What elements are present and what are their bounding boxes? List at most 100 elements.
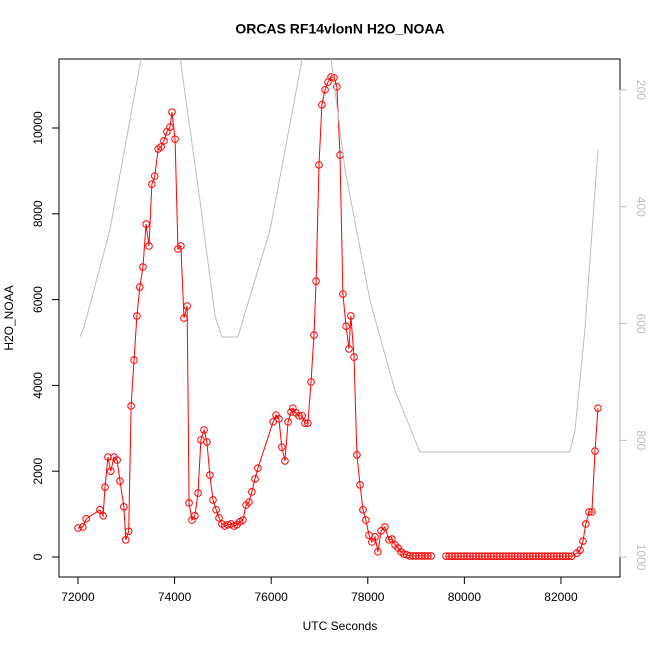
point bbox=[523, 552, 531, 560]
point bbox=[136, 283, 144, 291]
x-tick-label: 80000 bbox=[448, 590, 482, 604]
point bbox=[499, 552, 507, 560]
point bbox=[469, 552, 477, 560]
point bbox=[514, 552, 522, 560]
point bbox=[251, 475, 259, 483]
point bbox=[562, 552, 570, 560]
point bbox=[301, 419, 309, 427]
point bbox=[121, 536, 130, 544]
point bbox=[284, 418, 292, 426]
point bbox=[295, 412, 303, 420]
point bbox=[550, 552, 558, 560]
point bbox=[203, 438, 211, 446]
point bbox=[353, 451, 361, 459]
point bbox=[200, 426, 208, 434]
point bbox=[127, 402, 135, 410]
point bbox=[74, 524, 82, 532]
point bbox=[148, 180, 156, 188]
x-tick-label: 82000 bbox=[544, 590, 578, 604]
point bbox=[388, 535, 396, 543]
point bbox=[538, 552, 546, 560]
point bbox=[484, 552, 492, 560]
point bbox=[171, 135, 179, 143]
point bbox=[460, 552, 468, 560]
point bbox=[594, 404, 602, 412]
point bbox=[215, 514, 223, 522]
point bbox=[451, 552, 459, 560]
y-tick-label: 8000 bbox=[31, 200, 45, 227]
point bbox=[345, 345, 353, 353]
point bbox=[579, 537, 587, 545]
point bbox=[556, 552, 564, 560]
point bbox=[424, 552, 432, 560]
point bbox=[356, 481, 364, 489]
point bbox=[544, 552, 552, 560]
point bbox=[113, 456, 121, 464]
point bbox=[342, 322, 350, 330]
point bbox=[79, 523, 87, 531]
y-tick-label: 10000 bbox=[31, 111, 45, 145]
point bbox=[133, 312, 141, 320]
point bbox=[493, 552, 501, 560]
point bbox=[321, 86, 329, 94]
point bbox=[248, 487, 256, 496]
point bbox=[529, 552, 537, 560]
point bbox=[362, 516, 370, 524]
point bbox=[269, 418, 277, 426]
point bbox=[472, 552, 480, 560]
point bbox=[157, 143, 165, 151]
y2-tick-label: 600 bbox=[634, 314, 648, 334]
point bbox=[591, 447, 599, 455]
point bbox=[481, 552, 489, 560]
point bbox=[541, 552, 549, 560]
point bbox=[209, 496, 217, 504]
point bbox=[101, 483, 109, 491]
point bbox=[588, 508, 596, 516]
point bbox=[454, 552, 462, 560]
point bbox=[177, 242, 185, 250]
y-tick-label: 0 bbox=[31, 553, 45, 560]
point bbox=[180, 314, 188, 322]
y2-tick-label: 200 bbox=[634, 80, 648, 100]
point bbox=[116, 477, 124, 485]
point bbox=[307, 378, 315, 386]
point bbox=[124, 527, 133, 536]
point bbox=[532, 552, 540, 560]
point bbox=[212, 506, 220, 514]
y2-tick-label: 400 bbox=[634, 197, 648, 217]
point bbox=[350, 353, 358, 361]
point bbox=[333, 83, 341, 91]
point bbox=[553, 552, 561, 560]
point bbox=[415, 552, 423, 560]
point bbox=[478, 552, 486, 560]
y-axis-label: H2O_NOAA bbox=[2, 285, 16, 350]
point bbox=[96, 506, 104, 514]
point bbox=[275, 415, 283, 423]
point bbox=[490, 552, 498, 560]
point bbox=[576, 546, 584, 554]
chart-title: ORCAS RF14vlonN H2O_NOAA bbox=[235, 21, 444, 37]
point bbox=[318, 101, 326, 109]
point bbox=[183, 302, 191, 310]
y-tick-label: 4000 bbox=[31, 372, 45, 399]
point bbox=[381, 523, 389, 531]
point bbox=[517, 552, 525, 560]
point bbox=[457, 552, 465, 560]
point bbox=[371, 533, 379, 541]
point bbox=[442, 552, 450, 560]
point bbox=[339, 290, 347, 298]
point bbox=[547, 552, 555, 560]
point bbox=[377, 527, 385, 535]
point bbox=[406, 552, 414, 560]
y2-tick-label: 800 bbox=[634, 430, 648, 450]
x-tick-label: 72000 bbox=[61, 590, 95, 604]
point bbox=[511, 552, 519, 560]
point bbox=[287, 408, 295, 416]
point bbox=[206, 471, 214, 479]
series-line bbox=[79, 59, 599, 453]
point bbox=[99, 512, 107, 520]
point bbox=[535, 552, 543, 560]
point bbox=[254, 464, 262, 473]
point bbox=[409, 552, 417, 560]
